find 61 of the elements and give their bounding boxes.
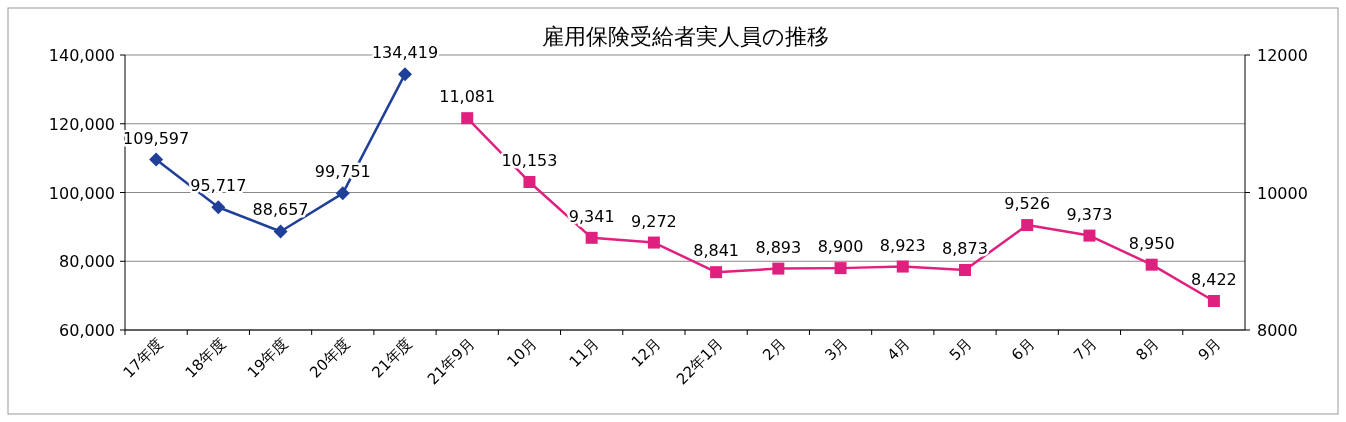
- data-label: 8,422: [1190, 269, 1237, 289]
- point: [461, 112, 474, 125]
- point: [1021, 219, 1034, 232]
- x-tick-label: 2月: [759, 334, 790, 365]
- data-label: 8,923: [879, 235, 926, 255]
- x-tick-label: 3月: [821, 334, 852, 365]
- x-tick-label: 6月: [1007, 334, 1039, 365]
- point: [710, 266, 723, 279]
- point: [1083, 229, 1096, 242]
- x-tick-label: 19年度: [243, 334, 292, 382]
- x-tick-label: 9月: [1194, 334, 1225, 365]
- point: [273, 224, 288, 239]
- x-tick-label: 4月: [883, 334, 914, 365]
- chart-title: 雇用保険受給者実人員の推移: [541, 24, 829, 49]
- y2-tick-label: 12000: [1257, 46, 1308, 65]
- data-label: 8,900: [817, 237, 864, 257]
- y2-tick-label: 10000: [1257, 183, 1308, 203]
- x-tick-label: 17年度: [119, 334, 167, 382]
- x-tick-label: 12月: [627, 334, 665, 371]
- data-label: 8,873: [942, 238, 988, 258]
- x-tick-label: 7月: [1070, 334, 1101, 365]
- data-label: 9,341: [568, 206, 615, 226]
- point: [523, 175, 536, 188]
- data-label: 9,526: [1004, 194, 1051, 214]
- point: [896, 260, 909, 273]
- data-label: 9,373: [1066, 204, 1113, 224]
- x-tick-label: 5月: [945, 334, 976, 365]
- point: [398, 67, 412, 82]
- y-tick-label: 100,000: [48, 183, 115, 203]
- point: [834, 262, 847, 275]
- y-tick-label: 140,000: [48, 46, 115, 65]
- point: [1207, 294, 1220, 307]
- data-label: 109,597: [123, 128, 190, 148]
- x-tick-label: 21年度: [368, 334, 416, 382]
- x-tick-label: 11月: [565, 334, 603, 371]
- point: [335, 186, 350, 201]
- data-label: 8,893: [755, 237, 802, 257]
- y-tick-label: 120,000: [48, 114, 115, 134]
- y-tick-label: 80,000: [59, 252, 115, 272]
- data-label: 134,419: [371, 43, 439, 63]
- data-label: 8,841: [693, 241, 740, 261]
- point: [647, 236, 660, 249]
- y-tick-label: 60,000: [59, 321, 115, 340]
- y2-tick-label: 8000: [1257, 321, 1298, 340]
- point: [211, 200, 226, 215]
- data-label: 95,717: [190, 176, 247, 196]
- x-tick-label: 8月: [1132, 334, 1163, 365]
- x-tick-label: 10月: [503, 334, 541, 371]
- x-tick-label: 22年1月: [672, 334, 727, 389]
- data-label: 88,657: [252, 200, 309, 220]
- data-label: 9,272: [630, 211, 677, 231]
- point: [772, 262, 785, 275]
- point: [959, 263, 971, 276]
- x-tick-label: 21年9月: [423, 334, 479, 389]
- data-label: 8,950: [1128, 233, 1175, 253]
- point: [585, 231, 598, 244]
- x-tick-label: 18年度: [181, 334, 230, 382]
- point: [1145, 258, 1158, 271]
- point: [149, 152, 164, 167]
- data-label: 11,081: [439, 87, 496, 107]
- x-tick-label: 20年度: [306, 334, 354, 382]
